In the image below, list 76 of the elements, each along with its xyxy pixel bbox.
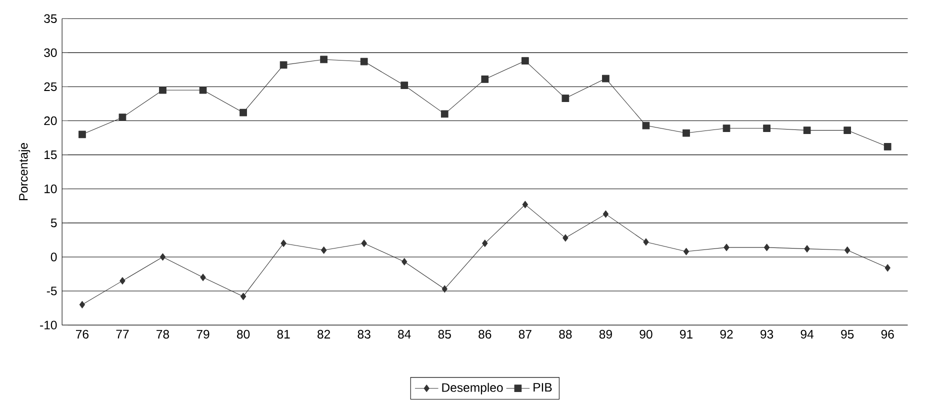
point bbox=[240, 292, 246, 300]
point bbox=[683, 248, 690, 256]
x-tick-label: 79 bbox=[196, 330, 210, 339]
point bbox=[120, 277, 126, 284]
point bbox=[844, 246, 850, 254]
point bbox=[159, 86, 166, 94]
point bbox=[522, 200, 528, 208]
point bbox=[602, 74, 610, 82]
x-tick-label: 96 bbox=[881, 330, 894, 339]
x-tick-label: 76 bbox=[76, 330, 88, 339]
point bbox=[884, 264, 890, 272]
legend-label: Desempleo bbox=[442, 382, 503, 394]
point bbox=[400, 82, 408, 89]
y-tick-label: 20 bbox=[44, 116, 57, 126]
point bbox=[804, 245, 810, 252]
point bbox=[481, 76, 489, 83]
y-tick-label: 0 bbox=[50, 252, 57, 262]
y-tick-label: 5 bbox=[50, 218, 57, 228]
point bbox=[724, 244, 730, 252]
y-tick-label: 10 bbox=[44, 184, 57, 194]
x-tick-label: 88 bbox=[559, 330, 572, 339]
point bbox=[562, 234, 568, 242]
point bbox=[402, 258, 408, 266]
point bbox=[199, 86, 207, 94]
point bbox=[280, 61, 288, 69]
x-tick-label: 80 bbox=[236, 330, 250, 339]
point bbox=[320, 56, 328, 64]
x-tick-label: 94 bbox=[800, 330, 814, 339]
x-tick-label: 92 bbox=[720, 330, 733, 339]
point bbox=[240, 108, 247, 116]
x-tick-label: 83 bbox=[358, 330, 370, 339]
x-tick-label: 93 bbox=[760, 330, 774, 339]
x-tick-label: 81 bbox=[277, 330, 290, 339]
point bbox=[643, 238, 649, 246]
point bbox=[722, 124, 730, 132]
y-axis-title: Porcentaje bbox=[18, 143, 30, 200]
x-tick-label: 95 bbox=[841, 330, 854, 339]
point bbox=[482, 240, 488, 247]
point bbox=[442, 285, 448, 293]
y-tick-label: 25 bbox=[44, 82, 57, 92]
point bbox=[361, 240, 367, 247]
x-tick-label: 91 bbox=[680, 330, 692, 339]
point bbox=[844, 126, 852, 134]
point bbox=[118, 114, 126, 121]
y-tick-label: -5 bbox=[46, 286, 57, 296]
point bbox=[642, 122, 650, 130]
point bbox=[764, 244, 770, 252]
point bbox=[79, 300, 86, 308]
y-tick-label: -10 bbox=[40, 320, 57, 330]
point bbox=[280, 240, 286, 247]
x-tick-label: 86 bbox=[478, 330, 492, 339]
x-tick-label: 78 bbox=[156, 330, 170, 339]
point bbox=[602, 210, 609, 218]
point bbox=[521, 57, 529, 64]
x-tick-label: 90 bbox=[640, 330, 652, 339]
legend-label: PIB bbox=[534, 383, 552, 392]
point bbox=[562, 94, 570, 102]
point bbox=[884, 142, 892, 150]
x-tick-label: 84 bbox=[398, 330, 411, 339]
y-tick-label: 15 bbox=[44, 150, 57, 160]
point bbox=[440, 110, 448, 118]
x-tick-label: 87 bbox=[518, 330, 532, 339]
y-tick-label: 35 bbox=[44, 14, 57, 23]
point bbox=[320, 246, 327, 254]
x-tick-label: 77 bbox=[116, 330, 129, 338]
point bbox=[763, 124, 770, 132]
point bbox=[200, 274, 206, 282]
point bbox=[78, 130, 86, 138]
y-tick-label: 30 bbox=[44, 48, 57, 57]
x-tick-label: 85 bbox=[438, 330, 451, 339]
point bbox=[682, 129, 690, 137]
point bbox=[360, 58, 368, 66]
point bbox=[803, 126, 811, 134]
x-tick-label: 82 bbox=[318, 330, 330, 339]
x-tick-label: 89 bbox=[599, 330, 612, 339]
point bbox=[160, 253, 166, 261]
